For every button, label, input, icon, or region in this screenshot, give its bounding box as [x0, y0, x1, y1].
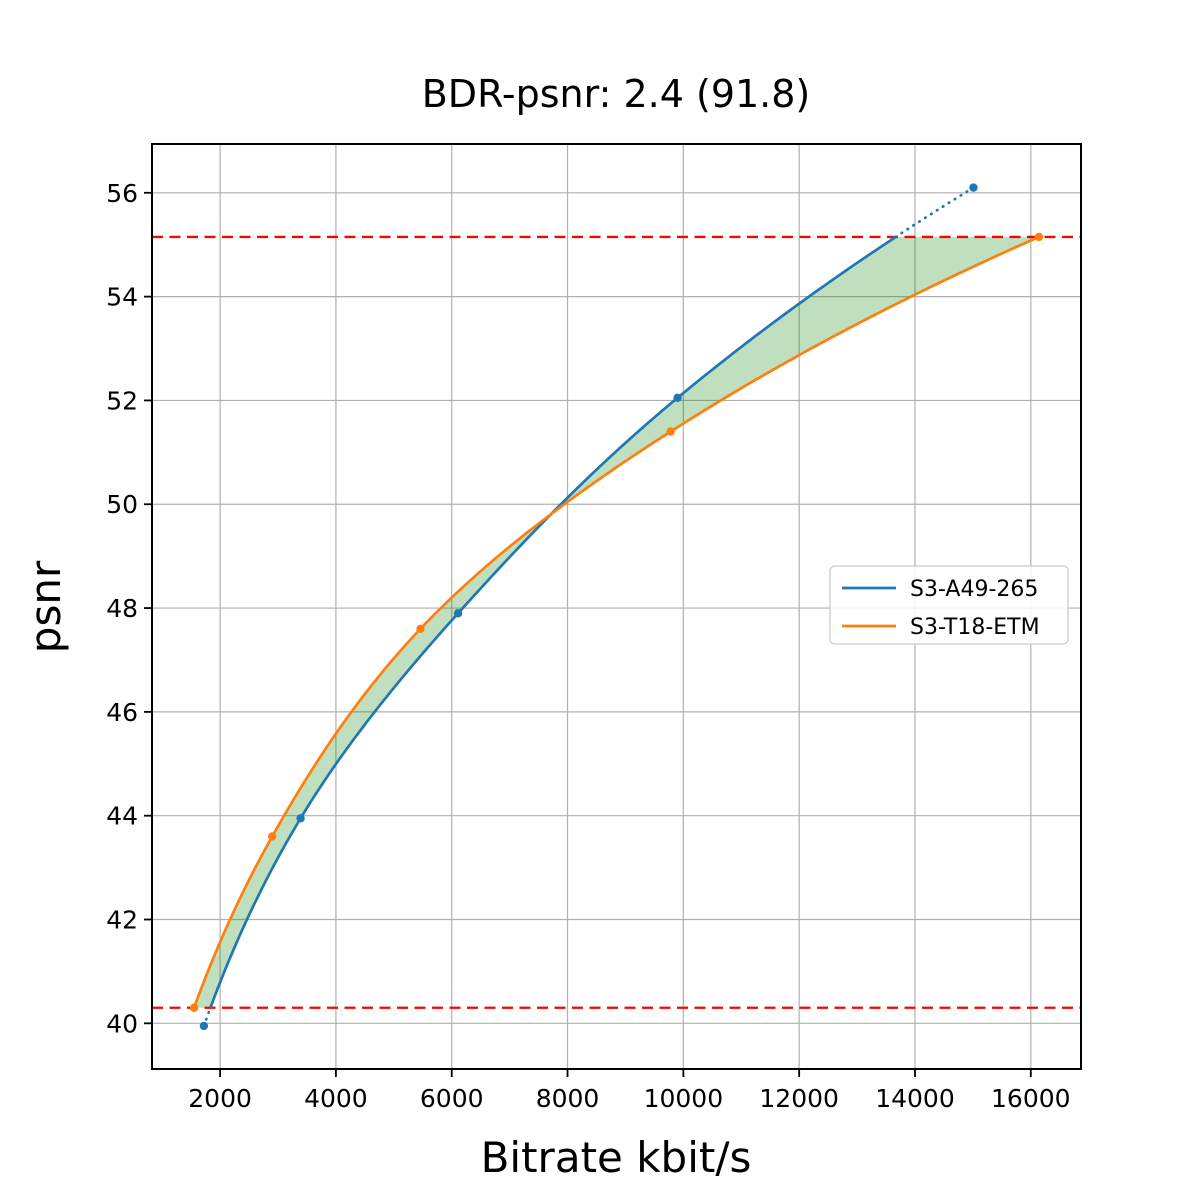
- data-point-marker-S3-T18-ETM: [416, 624, 425, 634]
- legend: S3-A49-265 S3-T18-ETM: [829, 565, 1069, 645]
- series-layer: [189, 183, 1044, 1031]
- x-tick-label: 6000: [420, 1084, 484, 1113]
- reference-lines-layer: [152, 235, 1081, 1009]
- x-tick-label: 2000: [188, 1084, 252, 1113]
- chart-title: BDR-psnr: 2.4 (91.8): [422, 72, 811, 116]
- series-line-S3-T18-ETM: [192, 235, 1040, 1009]
- y-tick-label: 44: [106, 802, 138, 831]
- data-point-marker-S3-A49-265: [453, 609, 463, 618]
- legend-label: S3-A49-265: [910, 577, 1038, 602]
- legend-box: [829, 565, 1069, 645]
- data-point-marker-S3-A49-265: [969, 183, 978, 192]
- x-tick-label: 10000: [644, 1084, 724, 1113]
- data-point-marker-S3-T18-ETM: [1034, 232, 1044, 242]
- series-line-S3-A49-265: [209, 235, 897, 1009]
- axes-layer: [144, 143, 1082, 1077]
- data-point-marker-S3-A49-265: [673, 393, 682, 403]
- data-point-marker-S3-A49-265: [296, 814, 305, 823]
- y-tick-label: 54: [106, 283, 138, 312]
- y-tick-label: 46: [106, 698, 138, 727]
- data-point-marker-S3-T18-ETM: [189, 1003, 199, 1012]
- y-tick-label: 52: [106, 386, 138, 415]
- x-tick-label: 14000: [875, 1084, 955, 1113]
- y-tick-label: 42: [106, 906, 138, 935]
- x-tick-label: 16000: [991, 1084, 1071, 1113]
- data-point-marker-S3-A49-265: [199, 1021, 209, 1031]
- data-point-marker-S3-T18-ETM: [268, 832, 277, 841]
- y-tick-label: 50: [106, 490, 138, 519]
- series-line-dotted-S3-A49-265: [894, 186, 975, 239]
- y-tick-label: 48: [106, 594, 138, 623]
- y-tick-label: 56: [106, 179, 138, 208]
- x-tick-label: 12000: [759, 1084, 839, 1113]
- tick-labels-layer: 2000 4000 6000 8000 10000 12000 14000 16000 40 42…: [106, 179, 1070, 1113]
- x-tick-label: 8000: [536, 1084, 600, 1113]
- y-axis-label: psnr: [21, 560, 70, 653]
- y-tick-label: 40: [106, 1009, 138, 1038]
- data-point-marker-S3-T18-ETM: [666, 427, 675, 436]
- plot-border: [151, 143, 1082, 1070]
- legend-label: S3-T18-ETM: [910, 615, 1040, 640]
- x-axis-label: Bitrate kbit/s: [481, 1133, 752, 1182]
- x-tick-label: 4000: [304, 1084, 368, 1113]
